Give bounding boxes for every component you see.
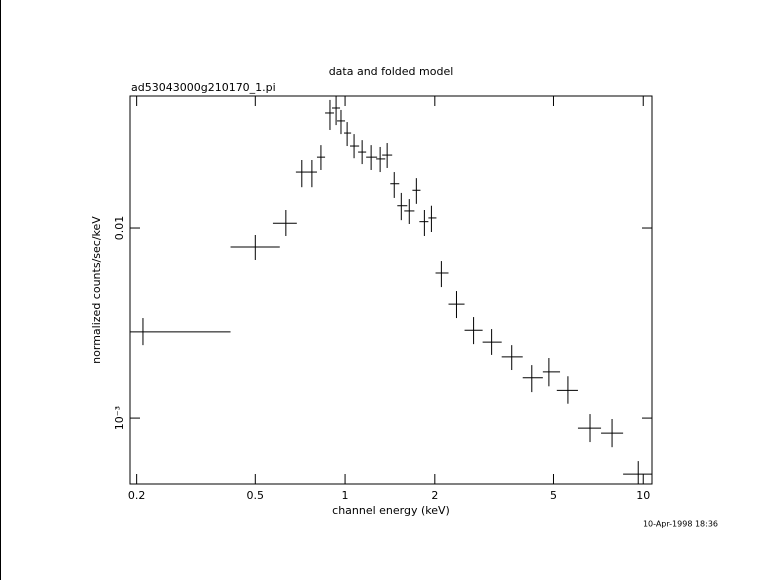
chart-title: data and folded model [329,65,454,78]
x-tick-label: 1 [342,489,349,502]
x-axis-label: channel energy (keV) [332,504,450,517]
plot-frame [129,95,653,485]
x-tick-label: 10 [636,489,650,502]
x-tick-label: 2 [431,489,438,502]
x-tick-label: 0.5 [247,489,265,502]
timestamp: 10-Apr-1998 18:36 [643,520,718,529]
y-tick-label: 10⁻³ [113,406,126,430]
y-tick-label: 0.01 [113,216,126,241]
x-tick-label: 0.2 [128,489,146,502]
y-axis-label: normalized counts/sec/keV [90,216,103,364]
x-tick-label: 5 [550,489,557,502]
chart-subtitle: ad53043000g210170_1.pi [131,81,276,94]
